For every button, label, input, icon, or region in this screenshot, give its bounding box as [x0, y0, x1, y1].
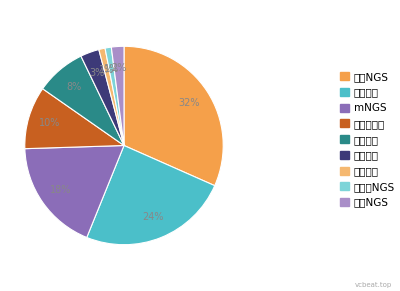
Wedge shape — [81, 49, 124, 146]
Wedge shape — [124, 46, 223, 186]
Wedge shape — [25, 89, 124, 149]
Wedge shape — [111, 46, 124, 146]
Text: 32%: 32% — [178, 98, 200, 108]
Text: 8%: 8% — [66, 81, 82, 92]
Text: 3%: 3% — [90, 68, 105, 78]
Text: 10%: 10% — [39, 118, 60, 129]
Legend: 肿瘤NGS, 肿瘤早筛, mNGS, 单细胞测序, 技术平台, 生殖健康, 消费基因, 心血管NGS, 眼科NGS: 肿瘤NGS, 肿瘤早筛, mNGS, 单细胞测序, 技术平台, 生殖健康, 消费… — [340, 72, 395, 207]
Text: 1%: 1% — [104, 64, 119, 74]
Text: 24%: 24% — [142, 212, 164, 222]
Wedge shape — [99, 48, 124, 146]
Text: vcbeat.top: vcbeat.top — [355, 282, 392, 288]
Wedge shape — [25, 146, 124, 237]
Text: 18%: 18% — [50, 185, 71, 195]
Wedge shape — [43, 56, 124, 146]
Wedge shape — [87, 146, 215, 245]
Text: 1%: 1% — [99, 65, 114, 75]
Text: 2%: 2% — [111, 63, 127, 73]
Wedge shape — [105, 47, 124, 146]
